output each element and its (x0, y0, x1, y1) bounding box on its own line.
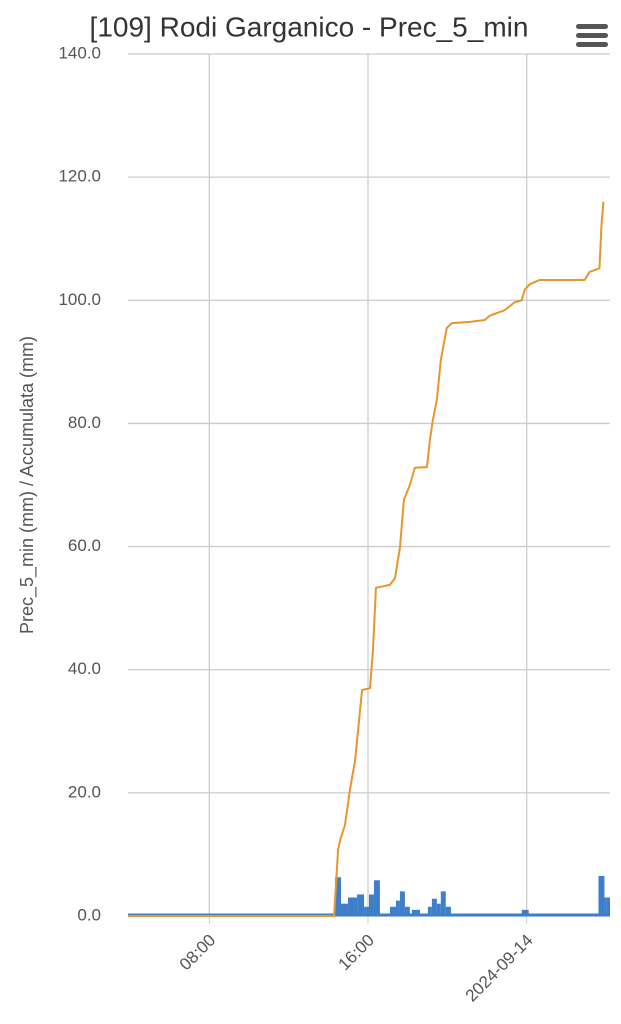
y-tick-label: 0.0 (77, 905, 101, 924)
menu-icon-bar (576, 42, 608, 47)
bar (606, 897, 610, 916)
bar (604, 897, 607, 916)
bar (521, 909, 529, 916)
bar (335, 877, 342, 916)
bar (431, 898, 437, 916)
x-tick-label: 08:00 (176, 931, 220, 975)
bar (404, 906, 410, 916)
bar (390, 906, 396, 916)
menu-icon-bar (576, 33, 608, 38)
y-tick-label: 140.0 (58, 43, 101, 62)
bar (341, 903, 348, 916)
bar (357, 894, 365, 916)
bar (445, 906, 451, 916)
menu-icon-bar (576, 24, 608, 29)
y-tick-label: 100.0 (58, 290, 101, 309)
bar (411, 909, 420, 916)
y-tick-label: 40.0 (68, 659, 101, 678)
x-tick-label: 2024-09-14 (462, 931, 537, 1006)
bar (347, 897, 358, 916)
y-tick-label: 20.0 (68, 782, 101, 801)
bar (399, 891, 405, 916)
menu-button[interactable] (576, 24, 608, 47)
line (128, 201, 605, 917)
bar (598, 875, 605, 916)
bar (395, 900, 400, 916)
bar (436, 903, 441, 916)
x-tick-label: 16:00 (334, 931, 378, 975)
y-tick-label: 120.0 (58, 167, 101, 186)
bar (373, 880, 380, 916)
bar (369, 894, 374, 916)
y-tick-label: 60.0 (68, 536, 101, 555)
chart-title: [109] Rodi Garganico - Prec_5_min (90, 11, 529, 42)
bar (440, 891, 446, 916)
y-tick-label: 80.0 (68, 413, 101, 432)
bar (364, 906, 369, 916)
y-axis-title: Prec_5_min (mm) / Accumulata (mm) (17, 336, 38, 634)
bar (427, 906, 432, 916)
